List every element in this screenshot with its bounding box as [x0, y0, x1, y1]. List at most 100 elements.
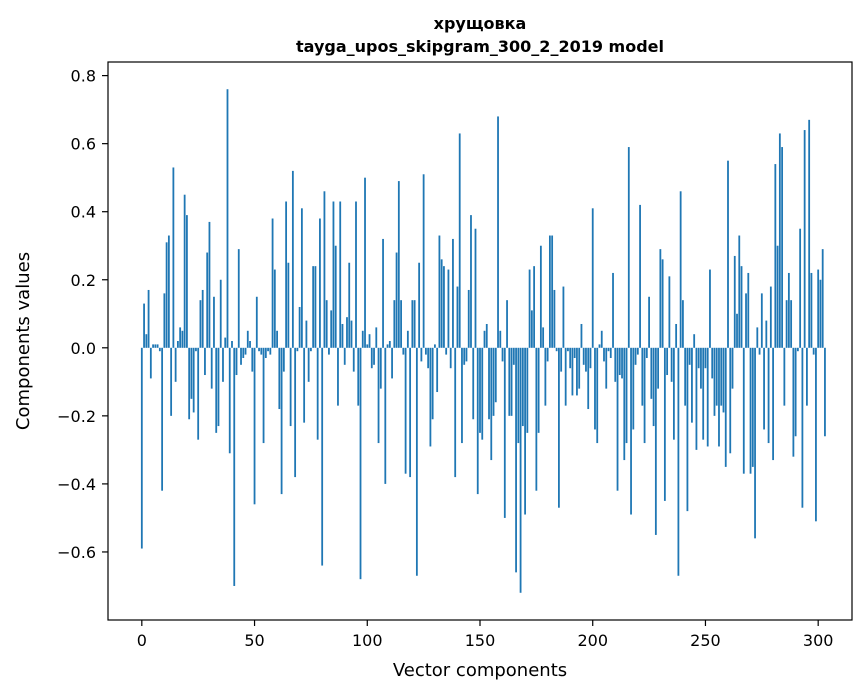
bar-287	[787, 272, 790, 348]
ticks-layer: 0 50 100 150 200 250 300 −0.6 −0.4 −0.2 0.0 0.2 0.4 0…	[57, 67, 833, 650]
bars-layer	[140, 89, 826, 593]
bar-224	[645, 347, 648, 359]
bar-10	[163, 293, 166, 348]
bar-189	[567, 347, 569, 352]
bar-43	[237, 249, 240, 348]
bar-22	[190, 347, 193, 399]
bar-16	[176, 341, 179, 348]
bar-232	[663, 347, 666, 501]
bar-34	[217, 347, 220, 427]
bar-279	[769, 286, 772, 348]
bar-38	[226, 89, 229, 348]
bar-299	[815, 347, 817, 522]
bar-160	[501, 347, 504, 362]
bar-208	[609, 347, 612, 359]
bar-251	[706, 347, 709, 447]
bar-225	[648, 296, 650, 348]
bar-76	[312, 266, 315, 348]
bar-94	[352, 347, 355, 372]
bar-23	[192, 347, 195, 413]
bar-1	[143, 303, 145, 348]
bar-59	[273, 269, 276, 348]
x-tick-label: 100	[352, 631, 383, 650]
bar-100	[366, 344, 369, 348]
bar-248	[700, 347, 702, 389]
bar-285	[783, 347, 786, 406]
bar-298	[812, 347, 815, 355]
bar-138	[452, 238, 454, 348]
bar-293	[801, 347, 804, 508]
bar-77	[314, 266, 317, 348]
bar-123	[418, 262, 421, 348]
bar-58	[271, 218, 274, 348]
bar-78	[316, 347, 319, 440]
bar-239	[679, 191, 682, 348]
bar-284	[781, 147, 784, 348]
bar-21	[188, 347, 191, 420]
bar-271	[751, 347, 754, 467]
bar-146	[470, 215, 472, 348]
y-tick-label: 0.6	[71, 135, 96, 154]
bar-257	[720, 347, 723, 406]
bar-205	[603, 347, 605, 362]
bar-300	[817, 269, 820, 348]
bar-194	[578, 347, 581, 389]
bar-37	[224, 337, 227, 348]
bar-180	[546, 347, 549, 362]
bar-19	[183, 194, 186, 348]
bar-185	[558, 347, 560, 508]
bar-289	[792, 347, 795, 457]
bar-114	[397, 181, 400, 348]
bar-2	[145, 334, 148, 348]
bar-234	[668, 276, 671, 348]
bar-263	[733, 255, 736, 348]
x-axis-label: Vector components	[393, 660, 567, 681]
bar-35	[219, 279, 222, 348]
bar-183	[553, 289, 556, 348]
bar-9	[161, 347, 164, 491]
y-tick-label: −0.2	[57, 407, 96, 426]
bar-186	[560, 347, 563, 372]
bar-25	[197, 347, 200, 440]
bar-24	[195, 347, 197, 352]
bar-226	[650, 347, 653, 399]
bar-291	[796, 347, 799, 352]
bar-89	[341, 323, 344, 348]
bar-12	[167, 235, 170, 348]
bar-88	[339, 201, 342, 348]
bar-0	[140, 347, 143, 549]
bar-162	[506, 300, 508, 348]
bar-68	[294, 347, 297, 478]
bar-92	[348, 262, 351, 348]
bar-295	[806, 347, 808, 406]
bar-236	[672, 347, 675, 440]
bar-148	[474, 228, 477, 348]
bar-269	[747, 272, 750, 348]
bar-266	[740, 266, 743, 348]
bar-227	[652, 347, 655, 427]
bar-11	[165, 242, 168, 348]
y-tick-label: 0.8	[71, 67, 96, 86]
bar-91	[346, 317, 348, 348]
bar-144	[465, 347, 468, 362]
bar-283	[778, 133, 781, 348]
bar-256	[718, 347, 720, 447]
bar-46	[244, 347, 247, 355]
bar-66	[289, 347, 292, 427]
bar-127	[427, 347, 430, 369]
bar-244	[691, 347, 693, 423]
bar-95	[355, 201, 357, 348]
bar-152	[483, 330, 486, 348]
bar-222	[641, 347, 644, 406]
bar-167	[517, 347, 520, 444]
bar-18	[181, 330, 184, 348]
bar-49	[251, 347, 254, 372]
bar-198	[587, 347, 590, 410]
plot-frame	[107, 61, 853, 621]
bar-140	[456, 286, 459, 348]
bar-153	[485, 323, 488, 348]
x-tick-label: 0	[137, 631, 147, 650]
bar-261	[729, 347, 732, 454]
bar-117	[404, 347, 407, 474]
